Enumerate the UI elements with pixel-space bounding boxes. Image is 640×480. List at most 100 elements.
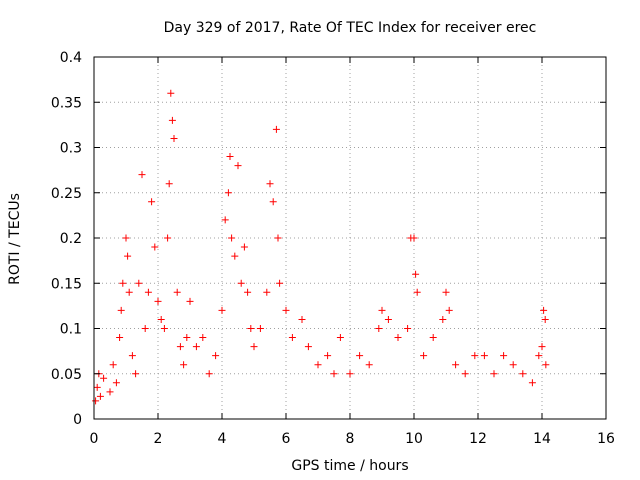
- data-point-plus-marker: [519, 370, 527, 378]
- data-point-plus-marker: [168, 116, 176, 124]
- data-point-plus-marker: [452, 361, 460, 369]
- x-tick-label: 10: [405, 431, 423, 447]
- data-point-plus-marker: [165, 180, 173, 188]
- data-point-plus-marker: [336, 334, 344, 342]
- x-tick-label: 8: [346, 431, 355, 447]
- data-point-plus-marker: [221, 216, 229, 224]
- data-point-plus-marker: [141, 325, 149, 332]
- y-tick-label: 0.05: [51, 367, 82, 383]
- data-point-plus-marker: [148, 198, 156, 206]
- data-point-plus-marker: [412, 270, 420, 278]
- data-point-plus-marker: [500, 352, 508, 360]
- data-point-plus-marker: [375, 325, 383, 332]
- axis-ticks: 0 2 4 6 8 10 12 14 16 0 0.05 0.1 0.15 0.2 0.25 0.3 0.35 0…: [51, 50, 615, 447]
- data-point-plus-marker: [117, 306, 125, 314]
- data-point-plus-marker: [272, 125, 280, 133]
- data-point-plus-marker: [157, 315, 165, 323]
- data-point-plus-marker: [228, 234, 236, 242]
- x-tick-label: 12: [469, 431, 487, 447]
- data-point-plus-marker: [231, 252, 239, 260]
- data-point-plus-marker: [93, 383, 101, 391]
- data-point-plus-marker: [276, 279, 284, 287]
- data-point-plus-marker: [186, 297, 194, 305]
- data-point-plus-marker: [420, 352, 428, 360]
- data-point-plus-marker: [442, 288, 450, 296]
- data-point-plus-marker: [154, 297, 162, 305]
- data-point-plus-marker: [461, 370, 469, 378]
- data-point-plus-marker: [542, 361, 550, 369]
- data-point-plus-marker: [180, 361, 188, 369]
- data-point-plus-marker: [224, 189, 232, 197]
- data-point-plus-marker: [346, 370, 354, 378]
- data-point-plus-marker: [237, 279, 245, 287]
- data-point-plus-marker: [135, 279, 143, 287]
- data-point-plus-marker: [410, 234, 418, 242]
- x-tick-label: 2: [154, 431, 163, 447]
- data-point-plus-marker: [250, 343, 258, 351]
- chart-title: Day 329 of 2017, Rate Of TEC Index for r…: [164, 20, 537, 36]
- y-tick-label: 0.3: [60, 141, 82, 157]
- data-point-plus-marker: [151, 243, 159, 251]
- y-tick-label: 0.35: [51, 95, 82, 111]
- data-point-plus-marker: [274, 234, 282, 242]
- data-point-plus-marker: [124, 252, 132, 260]
- data-point-plus-marker: [304, 343, 312, 351]
- data-point-plus-marker: [541, 315, 549, 323]
- x-tick-label: 16: [597, 431, 615, 447]
- data-point-plus-marker: [212, 352, 220, 360]
- data-point-plus-marker: [244, 288, 252, 296]
- y-axis-label: ROTI / TECUs: [7, 193, 23, 285]
- x-axis-label: GPS time / hours: [291, 458, 408, 474]
- data-point-plus-marker: [324, 352, 332, 360]
- y-tick-label: 0.25: [51, 186, 82, 202]
- data-point-plus-marker: [384, 315, 392, 323]
- data-point-plus-marker: [509, 361, 517, 369]
- data-point-plus-marker: [170, 134, 178, 142]
- x-tick-label: 6: [282, 431, 291, 447]
- data-point-plus-marker: [192, 343, 200, 351]
- data-point-plus-marker: [314, 361, 322, 369]
- data-point-plus-marker: [256, 325, 264, 332]
- data-point-plus-marker: [356, 352, 364, 360]
- data-point-plus-marker: [540, 306, 548, 314]
- data-point-plus-marker: [490, 370, 498, 378]
- data-point-plus-marker: [480, 352, 488, 360]
- data-point-plus-marker: [282, 306, 290, 314]
- data-point-plus-marker: [535, 352, 543, 360]
- data-points: [92, 89, 550, 405]
- x-tick-label: 4: [218, 431, 227, 447]
- data-point-plus-marker: [164, 234, 172, 242]
- data-point-plus-marker: [199, 334, 207, 342]
- data-point-plus-marker: [125, 288, 133, 296]
- data-point-plus-marker: [218, 306, 226, 314]
- data-point-plus-marker: [365, 361, 373, 369]
- data-point-plus-marker: [247, 325, 255, 332]
- data-point-plus-marker: [96, 392, 104, 400]
- data-point-plus-marker: [176, 343, 184, 351]
- data-point-plus-marker: [269, 198, 277, 206]
- y-tick-label: 0.15: [51, 276, 82, 292]
- data-point-plus-marker: [234, 162, 242, 170]
- data-point-plus-marker: [116, 334, 124, 342]
- data-point-plus-marker: [100, 374, 108, 382]
- data-point-plus-marker: [183, 334, 191, 342]
- x-tick-label: 14: [533, 431, 551, 447]
- data-point-plus-marker: [538, 343, 546, 351]
- data-point-plus-marker: [92, 397, 100, 405]
- data-point-plus-marker: [266, 180, 274, 188]
- data-point-plus-marker: [109, 361, 117, 369]
- data-point-plus-marker: [122, 234, 130, 242]
- x-tick-label: 0: [90, 431, 99, 447]
- data-point-plus-marker: [240, 243, 248, 251]
- data-point-plus-marker: [144, 288, 152, 296]
- data-point-plus-marker: [132, 370, 140, 378]
- data-point-plus-marker: [263, 288, 271, 296]
- data-point-plus-marker: [167, 89, 175, 97]
- data-point-plus-marker: [439, 315, 447, 323]
- data-point-plus-marker: [413, 288, 421, 296]
- y-tick-label: 0.2: [60, 231, 82, 247]
- data-point-plus-marker: [205, 370, 213, 378]
- data-point-plus-marker: [298, 315, 306, 323]
- data-point-plus-marker: [288, 334, 296, 342]
